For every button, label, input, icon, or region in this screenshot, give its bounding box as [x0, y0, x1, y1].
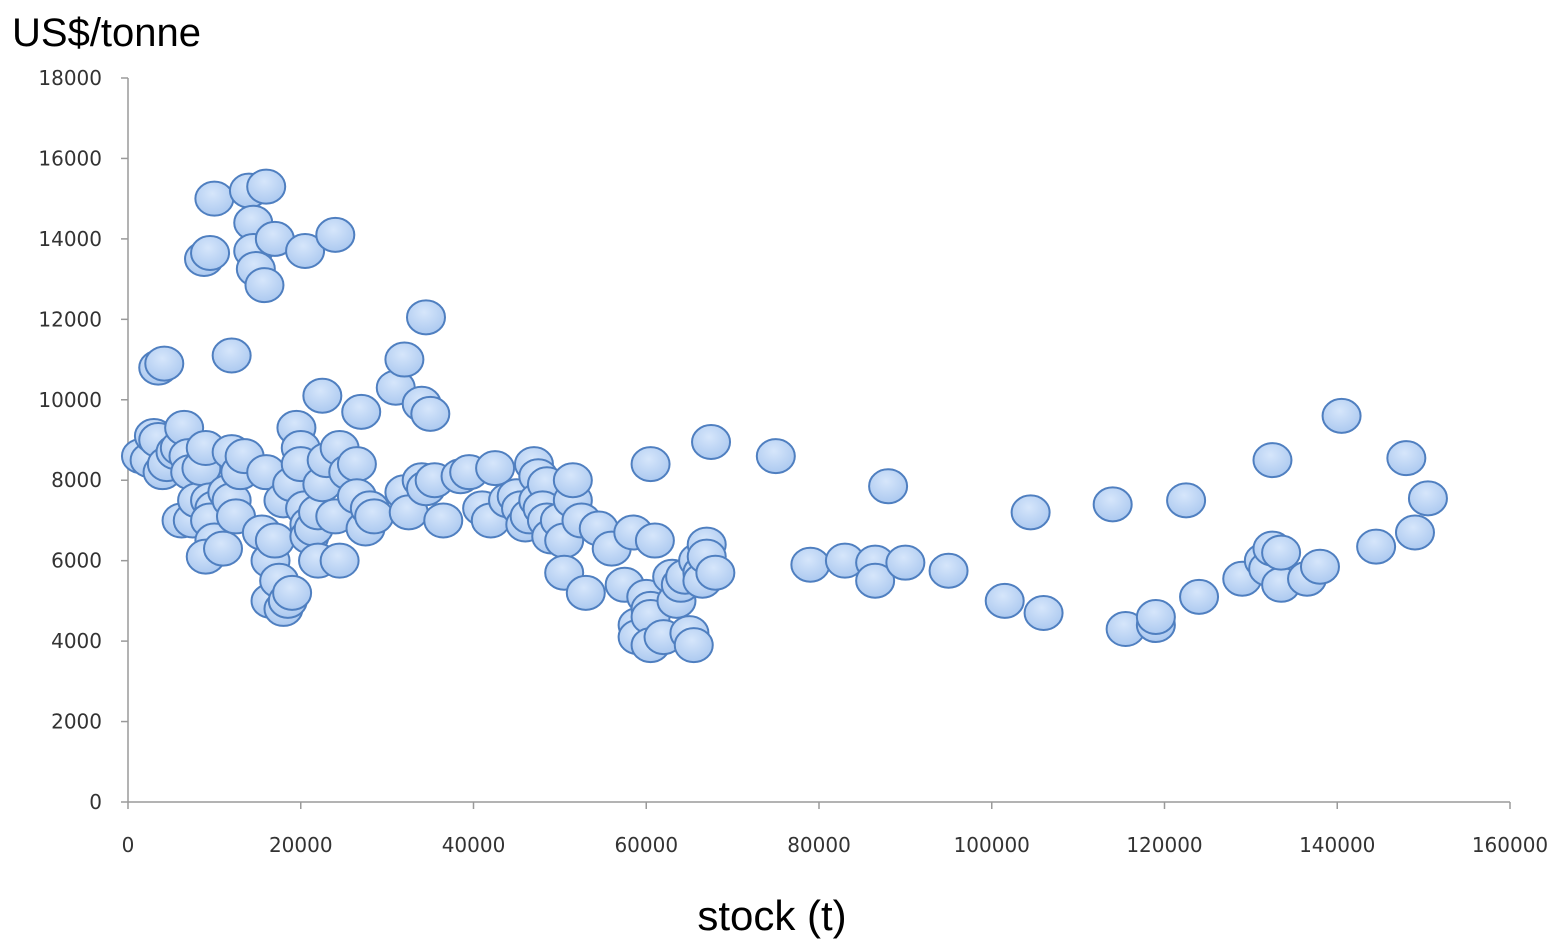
data-point [191, 236, 229, 270]
data-point [1180, 580, 1218, 614]
data-point [407, 300, 445, 334]
data-point [636, 524, 674, 558]
data-point [675, 628, 713, 662]
data-point [145, 347, 183, 381]
y-tick-label: 4000 [51, 629, 102, 653]
data-point [986, 584, 1024, 618]
data-point [1025, 596, 1063, 630]
data-point [696, 556, 734, 590]
x-axis-title: stock (t) [697, 892, 846, 939]
y-tick-label: 18000 [38, 66, 102, 90]
data-point [273, 576, 311, 610]
data-point [424, 503, 462, 537]
x-tick-label: 120000 [1126, 833, 1202, 857]
x-tick-label: 40000 [442, 833, 506, 857]
y-tick-label: 10000 [38, 388, 102, 412]
x-tick-label: 140000 [1299, 833, 1375, 857]
data-point [204, 532, 242, 566]
data-point [791, 548, 829, 582]
data-point [757, 439, 795, 473]
data-point [321, 544, 359, 578]
data-point [1301, 550, 1339, 584]
y-tick-label: 16000 [38, 146, 102, 170]
y-axis-title: US$/tonne [12, 11, 201, 55]
data-point [930, 554, 968, 588]
data-point [1409, 481, 1447, 515]
x-tick-label: 60000 [614, 833, 678, 857]
x-tick-label: 100000 [954, 833, 1030, 857]
x-tick-label: 0 [122, 833, 135, 857]
y-tick-label: 14000 [38, 227, 102, 251]
data-point [1253, 443, 1291, 477]
data-point [342, 395, 380, 429]
data-point [1387, 441, 1425, 475]
data-point [692, 425, 730, 459]
data-point [316, 218, 354, 252]
data-point [1357, 530, 1395, 564]
data-point [1012, 495, 1050, 529]
y-tick-label: 12000 [38, 307, 102, 331]
x-axis-ticks: 0 20000 40000 60000 80000 100000 120000 140000 1… [122, 802, 1549, 857]
data-point [1167, 483, 1205, 517]
x-tick-label: 20000 [269, 833, 333, 857]
data-point [1262, 536, 1300, 570]
data-point [411, 397, 449, 431]
data-point [338, 447, 376, 481]
y-axis-ticks: 0 2000 4000 6000 8000 10000 12000 14000 16000 180… [38, 66, 128, 814]
data-point [1094, 487, 1132, 521]
data-point [303, 379, 341, 413]
data-point [213, 339, 251, 373]
data-point [632, 447, 670, 481]
data-point [247, 170, 285, 204]
data-point [567, 576, 605, 610]
x-tick-label: 80000 [787, 833, 851, 857]
data-point [554, 463, 592, 497]
y-tick-label: 6000 [51, 549, 102, 573]
data-point [385, 343, 423, 377]
y-tick-label: 2000 [51, 710, 102, 734]
data-point [355, 499, 393, 533]
data-point [1323, 399, 1361, 433]
data-point [869, 469, 907, 503]
data-point [1137, 600, 1175, 634]
x-tick-label: 160000 [1472, 833, 1548, 857]
y-tick-label: 0 [89, 790, 102, 814]
data-point [886, 546, 924, 580]
data-points [122, 170, 1447, 663]
data-point [195, 182, 233, 216]
data-point [256, 524, 294, 558]
data-point [1396, 516, 1434, 550]
y-tick-label: 8000 [51, 468, 102, 492]
data-point [245, 268, 283, 302]
